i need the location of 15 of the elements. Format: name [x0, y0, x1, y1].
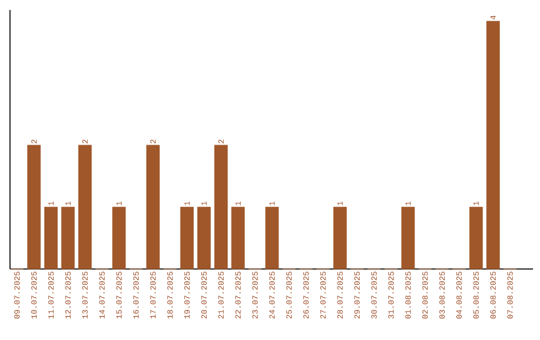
bar	[401, 206, 415, 270]
bar	[112, 206, 126, 270]
bar	[146, 144, 160, 270]
bar	[265, 206, 279, 270]
bar	[333, 206, 347, 270]
bar	[197, 206, 211, 270]
bar	[214, 144, 228, 270]
bar	[44, 206, 58, 270]
bar	[27, 144, 41, 270]
bar	[78, 144, 92, 270]
bar	[469, 206, 483, 270]
bar	[486, 20, 500, 270]
bar	[61, 206, 75, 270]
bar	[180, 206, 194, 270]
bar	[231, 206, 245, 270]
